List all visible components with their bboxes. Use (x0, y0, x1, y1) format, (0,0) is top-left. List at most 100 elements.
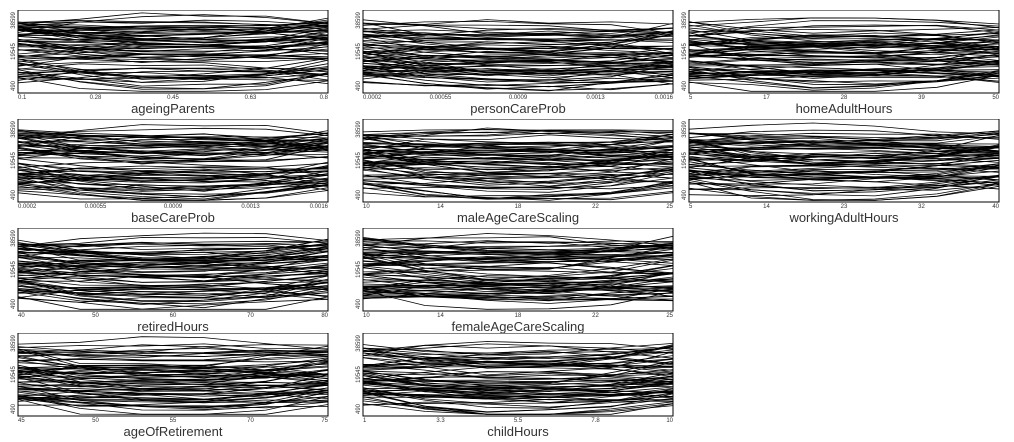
series-line (363, 50, 673, 62)
y-tick-label: 19545 (11, 365, 17, 382)
series-line (18, 145, 328, 155)
series-line (689, 144, 999, 151)
series-line (363, 60, 673, 72)
plot-frame (17, 333, 329, 417)
series-line (18, 71, 328, 87)
x-tick-label: 23 (841, 204, 848, 210)
series-line (689, 61, 999, 72)
series-line (18, 343, 328, 350)
y-tick-label: 490 (356, 403, 362, 414)
series-line (363, 382, 673, 396)
plot-frame (688, 10, 1000, 94)
series-line (363, 238, 673, 254)
series-line (18, 268, 328, 277)
x-tick-label: 60 (170, 313, 177, 319)
ensemble-lines (18, 232, 328, 310)
series-line (363, 147, 673, 155)
series-line (18, 167, 328, 174)
series-line (18, 162, 328, 170)
series-line (363, 142, 673, 150)
series-line (18, 14, 328, 33)
series-line (689, 145, 999, 165)
series-line (18, 31, 328, 41)
x-tick-label: 0.0013 (586, 95, 605, 101)
series-line (689, 24, 999, 37)
series-line (18, 364, 328, 384)
plot-femaleAgeCareScaling: 490 19545 38599 10 14 18 22 25 femaleAgeCareScal… (356, 228, 674, 334)
series-line (18, 57, 328, 79)
series-line (363, 403, 673, 415)
series-line (363, 349, 673, 363)
series-line (689, 21, 999, 34)
series-line (363, 180, 673, 200)
series-line (18, 392, 328, 408)
y-tick-label: 490 (11, 80, 17, 91)
series-line (689, 122, 999, 135)
series-line (18, 239, 328, 260)
series-line (363, 151, 673, 164)
series-line (363, 187, 673, 201)
series-line (363, 171, 673, 189)
y-tick-label: 38599 (356, 229, 362, 246)
series-line (363, 128, 673, 141)
series-line (18, 147, 328, 163)
ensemble-lines (18, 336, 328, 415)
series-line (689, 29, 999, 49)
series-line (18, 274, 328, 287)
series-line (18, 174, 328, 185)
series-line (363, 372, 673, 389)
series-line (363, 290, 673, 298)
series-line (363, 370, 673, 382)
x-tick-label: 0.0016 (310, 204, 329, 210)
ensemble-lines (363, 127, 673, 201)
series-line (363, 29, 673, 38)
series-line (18, 173, 328, 188)
x-tick-label: 0.0002 (18, 204, 37, 210)
series-line (689, 179, 999, 190)
series-line (363, 246, 673, 271)
x-tick-label: 22 (592, 313, 599, 319)
series-line (689, 133, 999, 140)
series-line (689, 59, 999, 66)
y-tick-label: 38599 (11, 120, 17, 137)
x-tick-label: 55 (170, 418, 177, 424)
series-line (363, 382, 673, 388)
y-tick-label: 490 (356, 189, 362, 200)
series-line (689, 165, 999, 179)
series-line (363, 149, 673, 172)
series-line (18, 244, 328, 257)
series-line (363, 155, 673, 161)
series-line (363, 159, 673, 174)
series-line (18, 150, 328, 159)
series-line (18, 182, 328, 199)
y-tick-label: 19545 (356, 151, 362, 168)
series-line (18, 271, 328, 282)
series-line (363, 137, 673, 158)
series-line (363, 375, 673, 393)
series-line (18, 251, 328, 260)
series-line (363, 20, 673, 34)
series-line (689, 175, 999, 192)
series-line (363, 181, 673, 198)
x-tick-label: 40 (992, 204, 999, 210)
series-line (18, 171, 328, 178)
series-line (18, 69, 328, 90)
series-line (18, 255, 328, 268)
series-line (689, 158, 999, 180)
ensemble-lines (363, 233, 673, 310)
series-line (18, 72, 328, 84)
series-line (18, 172, 328, 183)
series-line (18, 385, 328, 396)
series-line (18, 145, 328, 164)
x-tick-label: 0.0013 (241, 204, 260, 210)
x-tick-label: 50 (92, 313, 99, 319)
ensemble-lines (689, 122, 999, 201)
series-line (363, 282, 673, 290)
series-line (18, 399, 328, 415)
ensemble-lines (18, 12, 328, 92)
x-tick-label: 75 (321, 418, 328, 424)
series-line (689, 38, 999, 47)
series-line (689, 17, 999, 27)
series-line (18, 287, 328, 305)
series-line (18, 388, 328, 393)
